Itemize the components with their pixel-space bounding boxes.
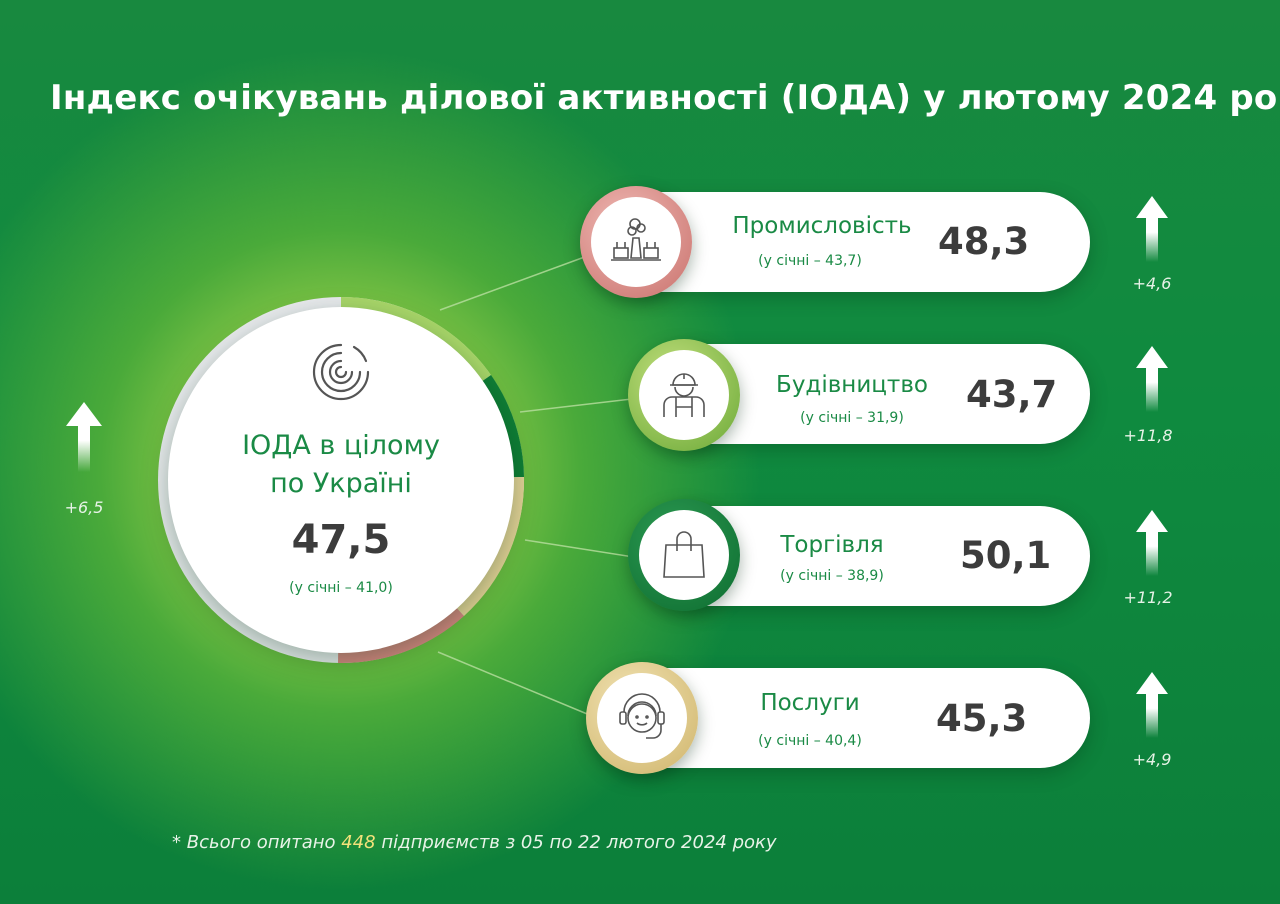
overall-index-label: ІОДА в цілому по Україні [242, 430, 440, 499]
sector-delta: +4,6 [1132, 274, 1172, 293]
spiral-logo-icon [312, 343, 370, 401]
sector-previous: (у січні – 31,9) [800, 410, 904, 426]
sector-previous: (у січні – 40,4) [758, 733, 862, 749]
page-title: Індекс очікувань ділової активності (ІОД… [50, 78, 1280, 118]
sector-value: 43,7 [966, 373, 1058, 416]
sector-name: Торгівля [780, 532, 884, 558]
shopping-bag-icon [663, 531, 705, 578]
overall-up-arrow-icon [66, 402, 102, 472]
overall-index-card: ІОДА в цілому по Україні 47,5 (у січні –… [168, 307, 514, 653]
headset-operator-icon [619, 693, 665, 739]
sector-name: Послуги [760, 690, 860, 716]
footnote-prefix: * Всього опитано [172, 832, 342, 853]
footnote-suffix: підприємств з 05 по 22 лютого 2024 року [375, 832, 777, 853]
trade-badge [628, 499, 740, 611]
sector-delta: +11,8 [1123, 426, 1173, 445]
services-badge [586, 662, 698, 774]
up-arrow-icon [1136, 196, 1168, 262]
overall-index-value: 47,5 [291, 517, 391, 563]
construction-worker-icon [663, 373, 705, 417]
factory-icon [611, 218, 661, 261]
sector-value: 50,1 [960, 534, 1052, 577]
overall-index-previous: (у січні – 41,0) [289, 580, 393, 596]
sector-previous: (у січні – 43,7) [758, 253, 862, 269]
footnote-count: 448 [341, 832, 376, 853]
sector-name: Будівництво [776, 372, 928, 398]
overall-delta: +6,5 [64, 498, 104, 517]
sector-name: Промисловість [732, 213, 912, 239]
industry-badge [580, 186, 692, 298]
sector-previous: (у січні – 38,9) [780, 568, 884, 584]
construction-badge [628, 339, 740, 451]
sector-value: 48,3 [938, 220, 1030, 263]
up-arrow-icon [1136, 346, 1168, 412]
up-arrow-icon [1136, 672, 1168, 738]
sector-delta: +4,9 [1132, 750, 1172, 769]
sector-delta: +11,2 [1123, 588, 1173, 607]
survey-footnote: * Всього опитано 448 підприємств з 05 по… [172, 832, 777, 853]
sector-value: 45,3 [936, 697, 1028, 740]
up-arrow-icon [1136, 510, 1168, 576]
